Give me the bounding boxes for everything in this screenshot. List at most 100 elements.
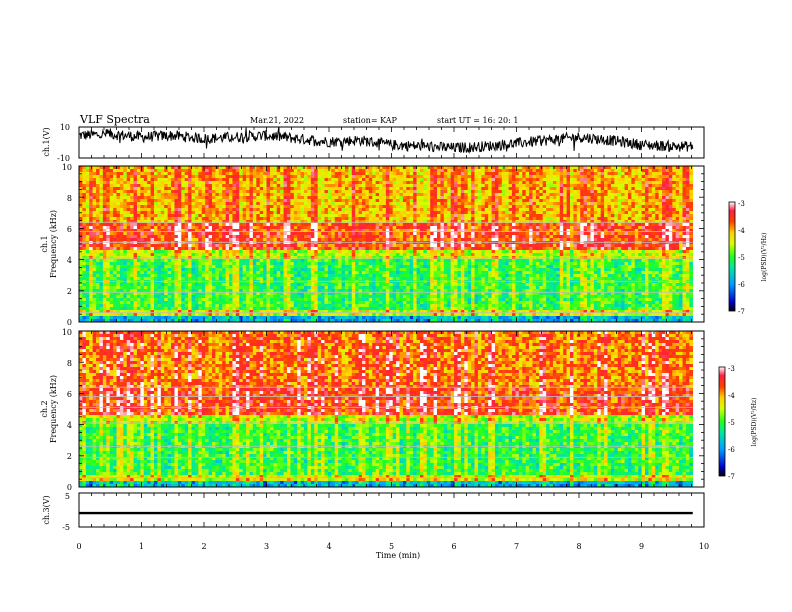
- spectrogram-cell: [567, 190, 571, 193]
- spectrogram-cell: [495, 175, 499, 178]
- spectrogram-cell: [475, 208, 479, 211]
- spectrogram-cell: [659, 199, 663, 202]
- spectrogram-cell: [386, 169, 390, 172]
- spectrogram-cell: [82, 205, 86, 208]
- spectrogram-cell: [556, 187, 560, 190]
- spectrogram-cell: [168, 181, 172, 184]
- spectrogram-cell: [304, 184, 308, 187]
- spectrogram-cell: [239, 196, 243, 199]
- spectrogram-cell: [584, 193, 588, 196]
- spectrogram-cell: [389, 178, 393, 181]
- spectrogram-cell: [369, 169, 373, 172]
- spectrogram-cell: [335, 181, 339, 184]
- spectrogram-cell: [325, 211, 329, 214]
- spectrogram-cell: [543, 178, 547, 181]
- spectrogram-cell: [454, 184, 458, 187]
- spectrogram-cell: [457, 187, 461, 190]
- spectrogram-cell: [400, 175, 404, 178]
- spectrogram-cell: [481, 208, 485, 211]
- spectrogram-cell: [311, 187, 315, 190]
- spectrogram-cell: [495, 193, 499, 196]
- spectrogram-cell: [185, 199, 189, 202]
- spectrogram-cell: [659, 184, 663, 187]
- spectrogram-cell: [645, 196, 649, 199]
- spectrogram-cell: [219, 190, 223, 193]
- spectrogram-cell: [157, 184, 161, 187]
- spectrogram-cell: [284, 199, 288, 202]
- spectrogram-cell: [137, 178, 141, 181]
- spectrogram-cell: [683, 190, 687, 193]
- spectrogram-cell: [403, 184, 407, 187]
- spectrogram-cell: [437, 175, 441, 178]
- spectrogram-cell: [222, 202, 226, 205]
- spectrogram-cell: [611, 175, 615, 178]
- spectrogram-cell: [563, 178, 567, 181]
- spectrogram-cell: [536, 175, 540, 178]
- spectrogram-cell: [386, 181, 390, 184]
- spectrogram-cell: [522, 208, 526, 211]
- spectrogram-cell: [164, 208, 168, 211]
- spectrogram-cell: [614, 184, 618, 187]
- spectrogram-cell: [219, 196, 223, 199]
- spectrogram-cell: [611, 193, 615, 196]
- spectrogram-cell: [106, 202, 110, 205]
- spectrogram-cell: [168, 169, 172, 172]
- spectrogram-cell: [246, 190, 250, 193]
- spectrogram-cell: [365, 178, 369, 181]
- spectrogram-cell: [195, 196, 199, 199]
- spectrogram-cell: [185, 169, 189, 172]
- spectrogram-cell: [195, 181, 199, 184]
- spectrogram-cell: [492, 184, 496, 187]
- spectrogram-cell: [267, 211, 271, 214]
- spectrogram-cell: [468, 202, 472, 205]
- spectrogram-cell: [123, 190, 127, 193]
- spectrogram-cell: [297, 205, 301, 208]
- spectrogram-cell: [222, 172, 226, 175]
- spectrogram-cell: [410, 175, 414, 178]
- spectrogram-cell: [406, 172, 410, 175]
- spectrogram-cell: [512, 196, 516, 199]
- spectrogram-cell: [642, 169, 646, 172]
- spectrogram-cell: [488, 193, 492, 196]
- spectrogram-cell: [232, 178, 236, 181]
- spectrogram-cell: [318, 169, 322, 172]
- spectrogram-cell: [253, 202, 257, 205]
- spectrogram-cell: [522, 187, 526, 190]
- spectrogram-cell: [246, 187, 250, 190]
- spectrogram-cell: [560, 175, 564, 178]
- spectrogram-cell: [365, 187, 369, 190]
- spectrogram-cell: [464, 208, 468, 211]
- spectrogram-cell: [307, 184, 311, 187]
- spectrogram-cell: [134, 193, 138, 196]
- spectrogram-cell: [205, 187, 209, 190]
- spectrogram-cell: [587, 199, 591, 202]
- spectrogram-cell: [290, 190, 294, 193]
- spectrogram-cell: [212, 208, 216, 211]
- spectrogram-cell: [212, 202, 216, 205]
- spectrogram-cell: [427, 187, 431, 190]
- spectrogram-cell: [444, 181, 448, 184]
- spectrogram-cell: [427, 184, 431, 187]
- spectrogram-cell: [512, 175, 516, 178]
- spectrogram-cell: [365, 208, 369, 211]
- spectrogram-cell: [144, 181, 148, 184]
- spectrogram-cell: [382, 169, 386, 172]
- spectrogram-cell: [157, 178, 161, 181]
- spectrogram-cell: [406, 205, 410, 208]
- spectrogram-cell: [249, 211, 253, 214]
- spectrogram-cell: [672, 172, 676, 175]
- spectrogram-cell: [369, 202, 373, 205]
- spectrogram-cell: [325, 205, 329, 208]
- spectrogram-cell: [151, 190, 155, 193]
- spectrogram-cell: [103, 175, 107, 178]
- spectrogram-cell: [628, 202, 632, 205]
- spectrogram-cell: [556, 199, 560, 202]
- spectrogram-cell: [550, 169, 554, 172]
- spectrogram-cell: [567, 169, 571, 172]
- spectrogram-cell: [198, 172, 202, 175]
- spectrogram-cell: [601, 181, 605, 184]
- spectrogram-cell: [468, 190, 472, 193]
- vlf-spectra-figure: VLF Spectra Mar.21, 2022 station= KAP st…: [0, 0, 792, 612]
- spectrogram-cell: [430, 175, 434, 178]
- spectrogram-cell: [645, 169, 649, 172]
